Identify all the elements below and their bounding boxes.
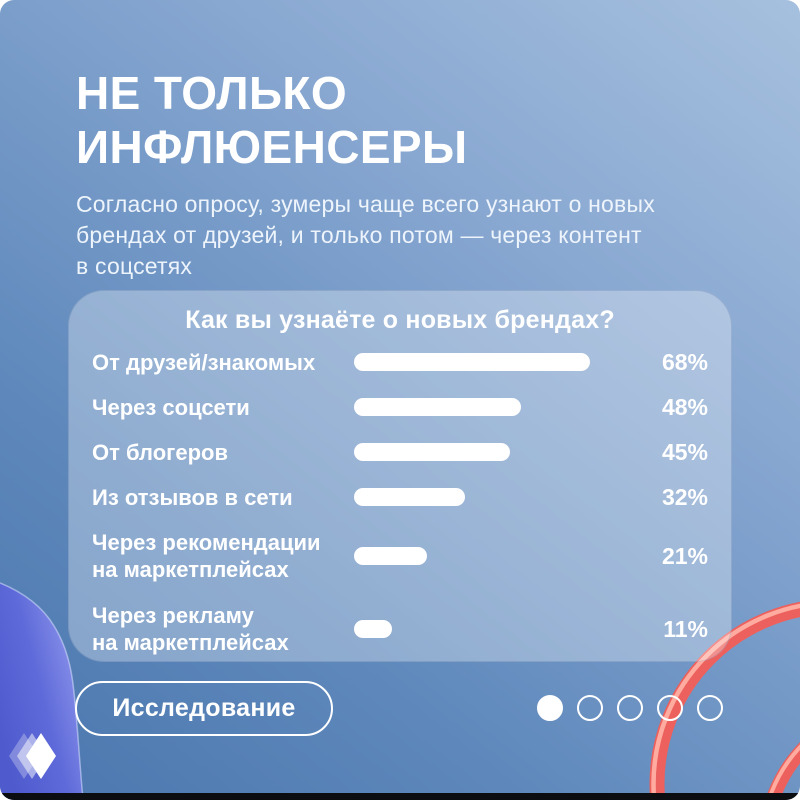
value-label: 45% — [661, 438, 708, 465]
survey-row: От друзей/знакомых 68% — [92, 348, 708, 376]
survey-rows: От друзей/знакомых 68% Через соцсети 48% От … — [68, 335, 732, 657]
value-label: 32% — [661, 483, 708, 510]
survey-row: Через соцсети 48% — [92, 393, 708, 421]
value-bar — [354, 443, 510, 461]
value-bar — [354, 488, 465, 506]
page-title-line1: НЕ ТОЛЬКО — [76, 67, 348, 119]
value-label: 21% — [661, 542, 708, 569]
pagination-dots — [537, 695, 723, 721]
pagination-dot-3[interactable] — [617, 695, 643, 721]
research-button[interactable]: Исследование — [75, 681, 333, 736]
category-label: Через рекомендации на маркетплейсах — [92, 530, 321, 582]
survey-question: Как вы узнаёте о новых брендах? — [185, 306, 615, 334]
bar-area — [354, 443, 600, 461]
bar-area — [354, 398, 600, 416]
survey-row: Через рекламу на маркетплейсах 11% — [92, 601, 708, 657]
value-bar — [354, 547, 427, 565]
value-label: 48% — [661, 393, 708, 420]
category-label: Через рекламу на маркетплейсах — [92, 603, 289, 655]
value-bar — [354, 398, 521, 416]
survey-row: От блогеров 45% — [92, 438, 708, 466]
category-label: Из отзывов в сети — [92, 484, 293, 510]
survey-row: Через рекомендации на маркетплейсах 21% — [92, 528, 708, 584]
bottom-black-bar — [0, 793, 800, 800]
brand-diamond-logo-icon — [9, 733, 59, 780]
category-label: От друзей/знакомых — [92, 349, 316, 375]
page-subtitle: Согласно опросу, зумеры чаще всего узнаю… — [76, 189, 655, 282]
bar-area — [354, 620, 600, 638]
pagination-dot-2[interactable] — [577, 695, 603, 721]
pagination-dot-5[interactable] — [697, 695, 723, 721]
value-bar — [354, 620, 392, 638]
category-label: От блогеров — [92, 439, 228, 465]
category-label: Через соцсети — [92, 394, 250, 420]
bar-area — [354, 488, 600, 506]
survey-row: Из отзывов в сети 32% — [92, 483, 708, 511]
page-title: НЕ ТОЛЬКО ИНФЛЮЕНСЕРЫ — [76, 66, 467, 174]
bar-area — [354, 547, 600, 565]
value-label: 68% — [661, 348, 708, 375]
page-title-line2: ИНФЛЮЕНСЕРЫ — [76, 121, 468, 173]
subtitle-line: в соцсетях — [76, 253, 193, 279]
subtitle-line: Согласно опросу, зумеры чаще всего узнаю… — [76, 191, 655, 217]
pagination-dot-1[interactable] — [537, 695, 563, 721]
bar-area — [354, 353, 600, 371]
value-bar — [354, 353, 590, 371]
pagination-dot-4[interactable] — [657, 695, 683, 721]
survey-card: Как вы узнаёте о новых брендах? От друзе… — [68, 290, 732, 662]
value-label: 11% — [663, 615, 708, 642]
subtitle-line: брендах от друзей, и только потом — чере… — [76, 222, 642, 248]
